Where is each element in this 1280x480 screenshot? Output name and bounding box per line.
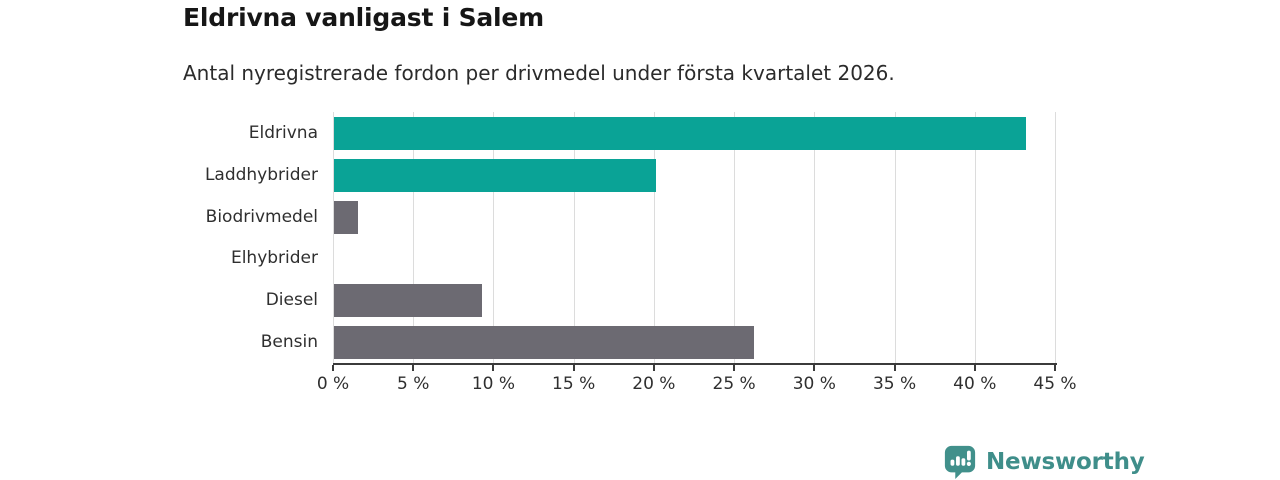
x-axis-tick (652, 365, 655, 371)
x-axis-tick-label: 5 % (397, 374, 430, 394)
x-axis-tick-label: 0 % (316, 374, 350, 394)
y-axis-label: Biodrivmedel (205, 206, 318, 227)
gridline (974, 112, 976, 363)
y-axis-label: Diesel (265, 290, 318, 311)
gridline (573, 112, 575, 363)
chart-title: Eldrivna vanligast i Salem (183, 3, 545, 32)
x-axis-tick (492, 365, 495, 371)
gridline (653, 112, 655, 363)
x-axis-tick-label: 40 % (953, 374, 997, 394)
x-axis-tick (412, 365, 415, 371)
x-axis-tick-label: 20 % (632, 374, 676, 394)
gridline (413, 112, 415, 363)
x-axis-tick (813, 365, 816, 371)
x-axis: 0 % 5 % 10 % 15 % 20 % 25 % 30 % 35 % 40 % 45 % (317, 363, 1077, 403)
chart-subtitle: Antal nyregistrerade fordon per drivmede… (183, 61, 895, 85)
bar (334, 158, 657, 192)
x-axis-tick (1054, 365, 1056, 371)
bars (333, 112, 1055, 363)
x-axis-tick (332, 365, 334, 371)
x-axis-tick-label: 25 % (712, 374, 756, 394)
gridline (493, 112, 495, 363)
x-axis-tick (893, 365, 896, 371)
y-axis-label: Eldrivna (248, 122, 318, 143)
newsworthy-icon (944, 445, 976, 479)
gridline (1055, 112, 1056, 363)
plot-area (333, 112, 1056, 363)
gridline (734, 112, 736, 363)
x-axis-tick (733, 365, 736, 371)
bar (334, 284, 482, 318)
newsworthy-logo: Newsworthy (943, 444, 1145, 479)
bar (334, 117, 1026, 150)
x-axis-tick (572, 365, 575, 371)
x-axis-tick-label: 10 % (471, 374, 516, 394)
gridline (894, 112, 896, 363)
y-axis-label: Laddhybrider (204, 164, 318, 185)
x-axis-tick (973, 365, 976, 371)
x-axis-tick-label: 45 % (1033, 374, 1077, 394)
bar (334, 200, 359, 234)
y-axis-label: Elhybrider (230, 248, 318, 269)
x-axis-tick-label: 35 % (872, 374, 917, 394)
gridline (333, 112, 334, 363)
bar (334, 326, 755, 360)
gridline (814, 112, 816, 363)
y-axis-labels: Eldrivna Laddhybrider Biodrivmedel Elhybrid… (0, 112, 318, 363)
x-axis-line (333, 363, 1057, 365)
newsworthy-wordmark: Newsworthy (986, 448, 1145, 475)
y-axis-label: Bensin (260, 332, 318, 353)
x-axis-tick-label: 15 % (552, 374, 596, 394)
x-axis-tick-label: 30 % (792, 374, 836, 394)
